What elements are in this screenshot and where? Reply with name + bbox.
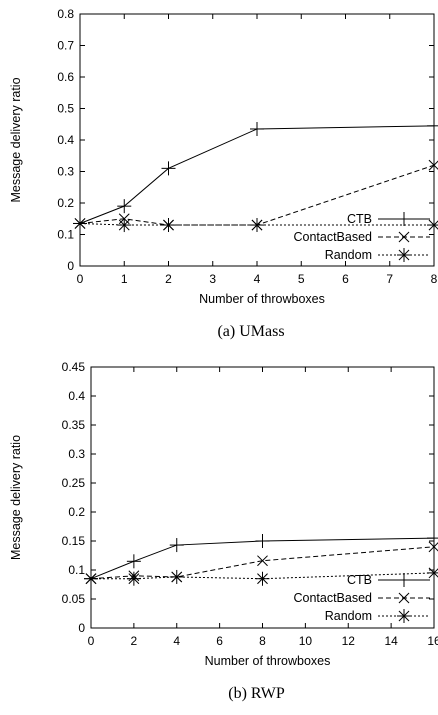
- rwp-series-random-point: [427, 565, 438, 580]
- umass-legend-marker-contactbased: [398, 231, 410, 243]
- umass-y-tick-label: 0.3: [57, 165, 74, 179]
- rwp-y-tick-label: 0.45: [62, 360, 86, 374]
- rwp-series-random-point: [255, 571, 270, 586]
- umass-y-tick-label: 0.6: [57, 70, 74, 84]
- umass-legend-marker-ctb: [397, 212, 411, 226]
- rwp-y-tick-label: 0.35: [62, 418, 86, 432]
- rwp-legend-marker-ctb: [397, 573, 411, 587]
- umass-x-tick-label: 2: [165, 272, 172, 286]
- rwp-legend-label-contactbased: ContactBased: [293, 591, 372, 605]
- umass-legend-label-contactbased: ContactBased: [293, 230, 372, 244]
- umass-series-ctb-point: [250, 121, 264, 136]
- rwp-series-random-point: [126, 571, 141, 586]
- rwp-x-tick-label: 4: [173, 634, 180, 648]
- rwp-series-contactbased-line: [90, 546, 435, 580]
- rwp-y-tick-label: 0.4: [68, 389, 85, 403]
- chart-umass: 0 0.1 0.2 0.3 0.4 0.5 0.6 0.7 0.8 0 1 2 3 4 5 6 7 8 Number…: [9, 7, 438, 340]
- umass-series-ctb-point: [117, 199, 132, 214]
- umass-legend-marker-random: [397, 248, 411, 262]
- umass-legend-label-ctb: CTB: [347, 212, 372, 226]
- umass-y-tick-label: 0.4: [57, 133, 74, 147]
- rwp-series-ctb-point: [255, 534, 270, 548]
- umass-series-random-point: [250, 218, 264, 233]
- umass-y-tick-label: 0.7: [57, 39, 74, 53]
- rwp-y-tick-label: 0.3: [68, 447, 85, 461]
- rwp-legend-marker-random: [397, 609, 411, 623]
- umass-series-random-point: [73, 216, 87, 231]
- umass-series-contactbased-line: [79, 164, 435, 226]
- rwp-legend-label-random: Random: [325, 609, 372, 623]
- umass-x-axis-label: Number of throwboxes: [199, 292, 325, 306]
- umass-legend-label-random: Random: [325, 248, 372, 262]
- umass-x-tick-label: 4: [254, 272, 261, 286]
- umass-series-ctb-line: [79, 125, 435, 224]
- umass-x-tick-label: 5: [298, 272, 305, 286]
- umass-y-tick-label: 0.8: [57, 7, 74, 21]
- rwp-legend-label-ctb: CTB: [347, 573, 372, 587]
- rwp-series-ctb-point: [427, 531, 438, 546]
- rwp-caption: (b) RWP: [228, 685, 285, 702]
- figure-umass: 0 0.1 0.2 0.3 0.4 0.5 0.6 0.7 0.8 0 1 2 3 4 5 6 7 8 Number…: [0, 0, 438, 355]
- rwp-x-axis-label: Number of throwboxes: [205, 654, 331, 668]
- rwp-x-tick-label: 10: [299, 634, 313, 648]
- rwp-y-tick-label: 0.2: [68, 505, 85, 519]
- rwp-x-tick-label: 8: [259, 634, 266, 648]
- rwp-series-random-point: [169, 569, 184, 584]
- umass-x-tick-label: 0: [77, 272, 84, 286]
- rwp-y-tick-label: 0.1: [68, 563, 85, 577]
- umass-series-random-point: [117, 218, 132, 233]
- umass-x-tick-label: 8: [431, 272, 438, 286]
- umass-series-ctb-point: [161, 161, 176, 176]
- rwp-x-tick-label: 16: [427, 634, 438, 648]
- umass-series-random-point: [427, 218, 438, 233]
- rwp-series-ctb-point: [126, 554, 141, 569]
- rwp-y-tick-label: 0.25: [62, 476, 86, 490]
- rwp-x-tick-label: 0: [88, 634, 95, 648]
- rwp-series-ctb-point: [169, 538, 184, 553]
- rwp-y-tick-label: 0: [78, 621, 85, 635]
- rwp-x-tick-label: 6: [216, 634, 223, 648]
- umass-x-tick-label: 1: [121, 272, 128, 286]
- rwp-series-random-point: [84, 571, 98, 586]
- umass-y-axis-label: Message delivery ratio: [9, 77, 23, 202]
- umass-series-random-point: [161, 218, 176, 233]
- rwp-x-tick-label: 14: [384, 634, 398, 648]
- rwp-series-contactbased-point: [428, 541, 438, 553]
- rwp-legend-marker-contactbased: [398, 592, 410, 604]
- figure-rwp: 0 0.05 0.1 0.15 0.2 0.25 0.3 0.35 0.4 0.45 0 2 4 6 8 10…: [0, 355, 438, 710]
- rwp-y-tick-label: 0.05: [62, 592, 86, 606]
- rwp-y-axis-label: Message delivery ratio: [9, 435, 23, 560]
- umass-y-tick-label: 0.1: [57, 228, 74, 242]
- chart-rwp: 0 0.05 0.1 0.15 0.2 0.25 0.3 0.35 0.4 0.45 0 2 4 6 8 10…: [9, 360, 438, 702]
- rwp-series-contactbased-point: [257, 555, 268, 567]
- umass-caption: (a) UMass: [217, 323, 284, 340]
- rwp-y-tick-label: 0.15: [62, 534, 86, 548]
- umass-y-tick-label: 0.5: [57, 102, 74, 116]
- umass-x-tick-label: 7: [386, 272, 393, 286]
- umass-series-contactbased-point: [428, 159, 438, 171]
- umass-y-tick-label: 0: [67, 259, 74, 273]
- umass-x-tick-label: 6: [342, 272, 349, 286]
- rwp-x-tick-label: 2: [131, 634, 138, 648]
- umass-series-ctb-point: [427, 118, 438, 133]
- umass-y-tick-label: 0.2: [57, 196, 74, 210]
- rwp-plot-frame: [90, 366, 435, 629]
- rwp-x-tick-label: 12: [342, 634, 356, 648]
- umass-x-tick-label: 3: [209, 272, 216, 286]
